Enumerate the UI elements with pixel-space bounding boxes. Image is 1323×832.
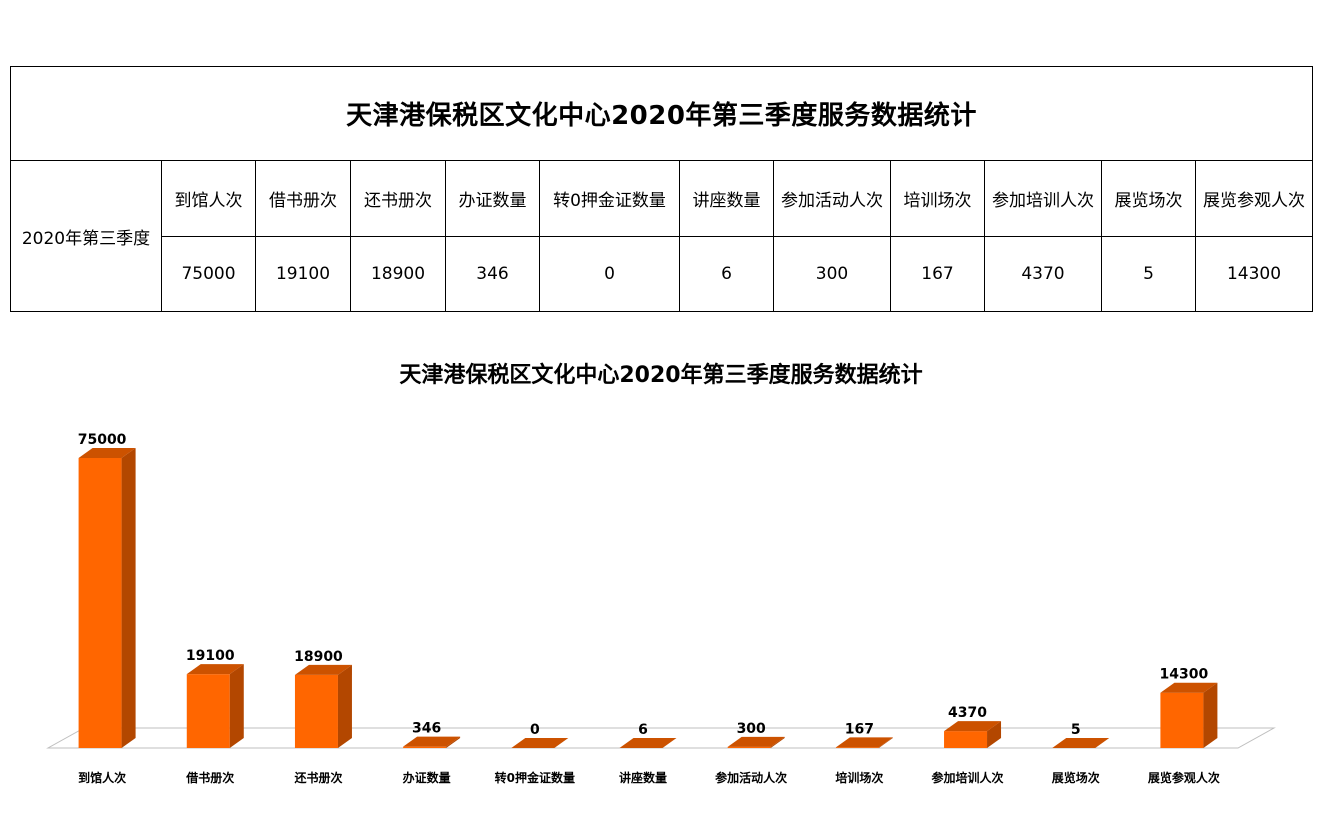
data-label: 19100 (186, 648, 235, 664)
x-tick-label: 培训场次 (835, 770, 883, 785)
bar-front (403, 746, 447, 748)
table-header-cell: 参加培训人次 (984, 160, 1102, 237)
bar-front (78, 458, 122, 748)
data-label: 14300 (1160, 667, 1209, 683)
data-label: 18900 (294, 649, 343, 665)
bar-side (662, 737, 677, 748)
x-tick-label: 到馆人次 (78, 770, 126, 785)
x-tick-label: 参加培训人次 (932, 770, 1004, 785)
bar-side (770, 736, 785, 748)
row-label: 2020年第三季度 (10, 160, 162, 312)
table-value-cell: 14300 (1195, 236, 1313, 312)
table-header-cell: 参加活动人次 (773, 160, 891, 237)
bar-side (229, 664, 244, 748)
data-label: 0 (530, 722, 540, 738)
bar-side (121, 448, 136, 748)
table-header-cell: 展览场次 (1101, 160, 1196, 237)
table-value-cell: 19100 (255, 236, 351, 312)
bar-top (1160, 682, 1218, 693)
table-value-cell: 5 (1101, 236, 1196, 312)
bar-top (727, 736, 785, 747)
bar-front (294, 674, 338, 748)
bar-side (987, 721, 1002, 748)
bar-top (619, 737, 677, 748)
data-label: 167 (845, 721, 874, 737)
data-label: 346 (412, 721, 441, 737)
bar-top (403, 736, 461, 747)
bar-side (878, 737, 893, 748)
table-header-cell: 讲座数量 (679, 160, 774, 237)
data-label: 4370 (948, 705, 987, 721)
table-header-row: 2020年第三季度 到馆人次 借书册次 还书册次 办证数量 转0押金证数量 讲座数量 参加活… (10, 160, 1313, 312)
table-value-cell: 346 (445, 236, 540, 312)
bar-side (1095, 737, 1110, 748)
table-value-cell: 300 (773, 236, 891, 312)
bar-front (835, 747, 879, 748)
bar-top (186, 664, 244, 675)
bar-front (944, 731, 988, 748)
chart-title: 天津港保税区文化中心2020年第三季度服务数据统计 (399, 362, 922, 388)
bar-side (337, 664, 352, 748)
table-value-cell: 6 (679, 236, 774, 312)
chart-labels: 75000 到馆人次 19100 借书册次 18900 还书册次 346 办证数量 0 转0押金证… (78, 432, 1220, 785)
x-tick-label: 还书册次 (293, 770, 342, 785)
x-tick-label: 转0押金证数量 (495, 770, 575, 785)
x-tick-label: 借书册次 (185, 770, 234, 785)
x-tick-label: 参加活动人次 (715, 770, 787, 785)
x-tick-label: 办证数量 (403, 770, 451, 785)
table-value-cell: 18900 (350, 236, 446, 312)
bar-side (1203, 682, 1218, 748)
table-value-cell: 0 (539, 236, 680, 312)
bar-top (944, 721, 1002, 732)
data-label: 5 (1071, 722, 1081, 738)
table-value-cell: 4370 (984, 236, 1102, 312)
bar-top (1052, 737, 1110, 748)
table-header-cell: 还书册次 (350, 160, 446, 237)
bar-top (294, 664, 352, 675)
table-title: 天津港保税区文化中心2020年第三季度服务数据统计 (10, 66, 1313, 161)
chart-svg: 天津港保税区文化中心2020年第三季度服务数据统计 75000 到馆人次 19100… (46, 362, 1276, 785)
table-value-cell: 167 (890, 236, 985, 312)
data-table-container: 天津港保税区文化中心2020年第三季度服务数据统计 2020年第三季度 到馆人次… (10, 66, 1313, 312)
table-header-cell: 借书册次 (255, 160, 351, 237)
bar-side (446, 736, 461, 748)
bar-front (186, 674, 230, 748)
data-table: 天津港保税区文化中心2020年第三季度服务数据统计 2020年第三季度 到馆人次… (10, 66, 1313, 312)
bar-chart: 天津港保税区文化中心2020年第三季度服务数据统计 75000 到馆人次 19100… (0, 330, 1323, 810)
data-label: 6 (638, 722, 648, 738)
bar-top (78, 448, 136, 458)
table-header-cell: 办证数量 (445, 160, 540, 237)
table-header-cell: 到馆人次 (161, 160, 256, 237)
data-label: 300 (737, 721, 766, 737)
bar-front (1160, 692, 1204, 748)
bar-top (511, 738, 569, 748)
chart-bars (78, 448, 1218, 748)
data-label: 75000 (78, 432, 127, 448)
bar-front (727, 746, 771, 748)
table-header-cell: 展览参观人次 (1195, 160, 1313, 237)
x-tick-label: 展览参观人次 (1148, 770, 1220, 785)
bar-top (835, 737, 893, 748)
table-value-cell: 75000 (161, 236, 256, 312)
table-value-row: 75000 19100 18900 346 0 6 300 167 4370 5 14300 (11, 236, 1313, 312)
x-tick-label: 讲座数量 (619, 770, 667, 785)
x-tick-label: 展览场次 (1052, 770, 1100, 785)
table-header-cell: 转0押金证数量 (539, 160, 680, 237)
table-header-cell: 培训场次 (890, 160, 985, 237)
